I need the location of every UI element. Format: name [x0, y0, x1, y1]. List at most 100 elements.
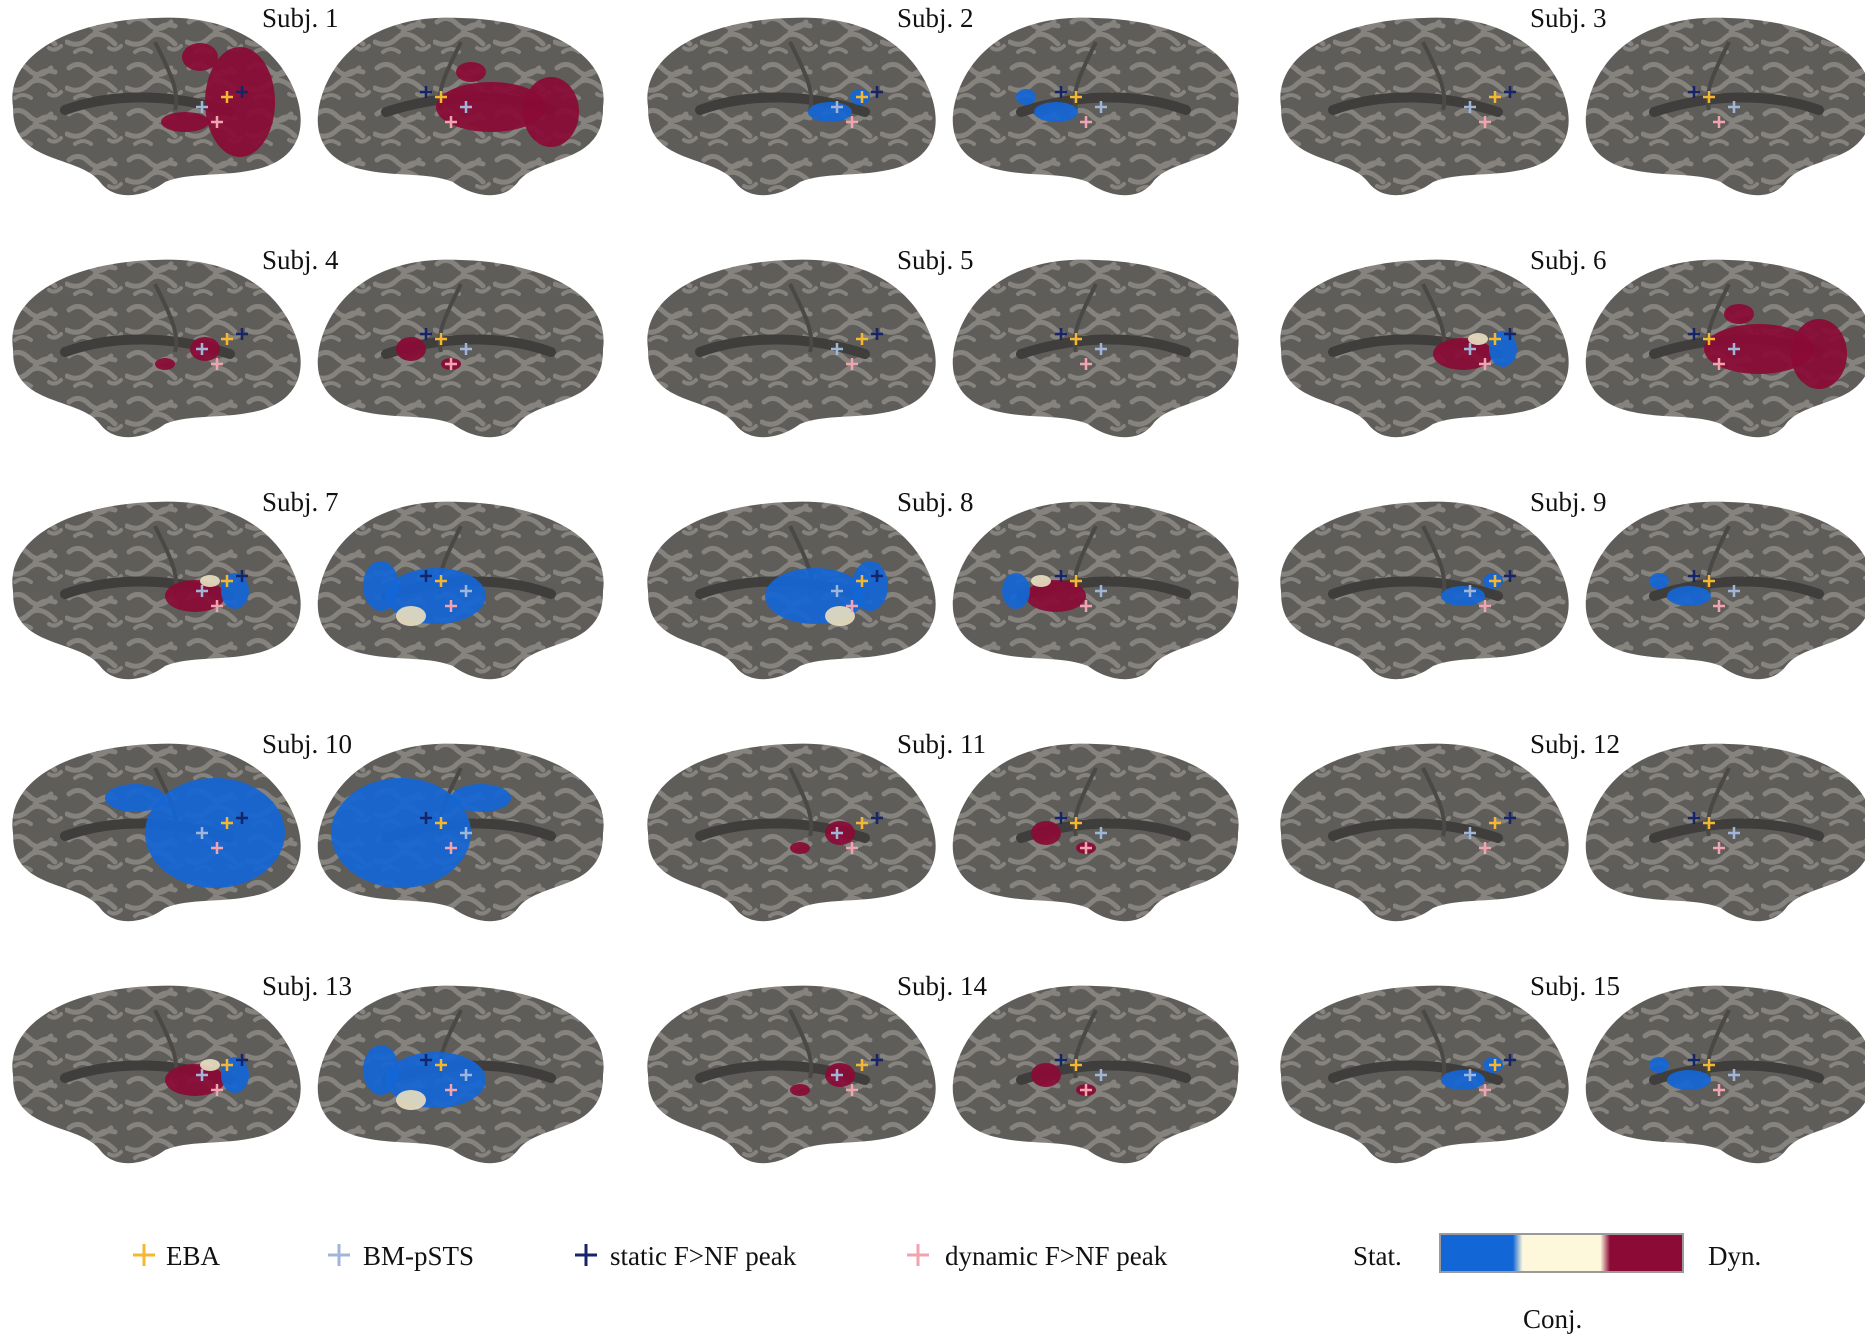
- peak-marker: [445, 842, 457, 854]
- eba-cross-icon: [133, 1244, 155, 1266]
- left-hemisphere: [1280, 986, 1568, 1164]
- peak-marker: [1055, 812, 1067, 824]
- subject-label: Subj. 5: [897, 245, 974, 275]
- peak-marker: [1080, 358, 1092, 370]
- subject-label: Subj. 4: [262, 245, 339, 275]
- subject-label: Subj. 11: [897, 729, 986, 759]
- peak-marker: [236, 812, 248, 824]
- right-hemisphere: [953, 986, 1239, 1164]
- legend-label-bm-psts: BM-pSTS: [363, 1241, 474, 1271]
- activation-blob: [1441, 1070, 1485, 1090]
- peak-marker: [1713, 842, 1725, 854]
- right-hemisphere: [318, 986, 604, 1164]
- subject-label: Subj. 3: [1530, 3, 1607, 33]
- peak-marker: [1688, 812, 1700, 824]
- peak-marker: [211, 358, 223, 370]
- left-hemisphere: [647, 986, 935, 1164]
- peak-marker: [420, 570, 432, 582]
- peak-marker: [435, 817, 447, 829]
- right-hemisphere: [953, 18, 1239, 196]
- colorbar: [1439, 1233, 1684, 1273]
- colorbar-legend: Stat. Dyn. Conj.: [1353, 1233, 1761, 1334]
- peak-marker: [211, 1084, 223, 1096]
- peak-marker: [871, 812, 883, 824]
- activation-blob: [1034, 102, 1078, 122]
- peak-marker: [1055, 328, 1067, 340]
- activation-blob: [1031, 575, 1051, 587]
- peak-marker: [871, 570, 883, 582]
- peak-marker: [445, 600, 457, 612]
- peak-marker: [856, 333, 868, 345]
- peak-marker: [1464, 101, 1476, 113]
- peak-marker: [1504, 1054, 1516, 1066]
- peak-marker: [1479, 1084, 1491, 1096]
- activation-blob: [456, 62, 486, 82]
- peak-marker: [221, 817, 233, 829]
- peak-marker: [196, 1069, 208, 1081]
- peak-marker: [1479, 358, 1491, 370]
- subject-panel: Subj. 14: [647, 971, 1238, 1163]
- peak-marker: [1095, 343, 1107, 355]
- colorbar-bottom-label: Conj.: [1523, 1304, 1582, 1334]
- peak-marker: [460, 827, 472, 839]
- right-hemisphere: [1586, 986, 1865, 1164]
- activation-blob: [1016, 89, 1036, 105]
- peak-marker: [1070, 575, 1082, 587]
- activation-blob: [331, 778, 471, 888]
- peak-marker: [1713, 116, 1725, 128]
- peak-marker: [831, 343, 843, 355]
- peak-marker: [846, 842, 858, 854]
- activation-blob: [396, 606, 426, 626]
- subject-label: Subj. 12: [1530, 729, 1620, 759]
- peak-marker: [1688, 1054, 1700, 1066]
- right-hemisphere: [1586, 502, 1865, 680]
- subject-label: Subj. 13: [262, 971, 352, 1001]
- peak-marker: [460, 343, 472, 355]
- left-hemisphere: [1280, 744, 1568, 922]
- activation-blob: [1704, 324, 1814, 374]
- subject-label: Subj. 14: [897, 971, 988, 1001]
- subject-label: Subj. 6: [1530, 245, 1607, 275]
- colorbar-left-label: Stat.: [1353, 1241, 1402, 1271]
- left-hemisphere: [12, 744, 300, 922]
- subject-label: Subj. 1: [262, 3, 339, 33]
- peak-marker: [1080, 600, 1092, 612]
- peak-marker: [420, 328, 432, 340]
- subject-panel: Subj. 8: [647, 487, 1238, 679]
- legend-item-eba: EBA: [133, 1241, 221, 1271]
- legend-label-dynamic-peak: dynamic F>NF peak: [945, 1241, 1168, 1271]
- peak-marker: [1703, 575, 1715, 587]
- legend-label-eba: EBA: [166, 1241, 221, 1271]
- activation-blob: [1468, 333, 1488, 345]
- activation-blob: [1002, 573, 1030, 609]
- peak-marker: [221, 1059, 233, 1071]
- peak-marker: [1080, 1084, 1092, 1096]
- peak-marker: [420, 812, 432, 824]
- right-hemisphere: [318, 744, 604, 922]
- peak-marker: [856, 91, 868, 103]
- activation-blob: [808, 102, 852, 122]
- peak-marker: [236, 570, 248, 582]
- peak-marker: [1703, 817, 1715, 829]
- peak-marker: [435, 333, 447, 345]
- left-hemisphere: [647, 744, 935, 922]
- activation-blob: [1649, 1057, 1669, 1073]
- subject-panel: Subj. 1: [12, 3, 603, 195]
- activation-blob: [161, 112, 209, 132]
- left-hemisphere: [12, 18, 300, 196]
- left-hemisphere: [12, 260, 300, 438]
- bm-psts-cross-icon: [328, 1244, 350, 1266]
- peak-marker: [1055, 570, 1067, 582]
- peak-marker: [1728, 343, 1740, 355]
- peak-marker: [1703, 1059, 1715, 1071]
- peak-marker: [196, 585, 208, 597]
- right-hemisphere: [1586, 260, 1865, 438]
- peak-marker: [1095, 585, 1107, 597]
- peak-marker: [435, 575, 447, 587]
- subject-label: Subj. 7: [262, 487, 339, 517]
- right-hemisphere: [1586, 18, 1865, 196]
- activation-blob: [1649, 573, 1669, 589]
- activation-blob: [1031, 821, 1061, 845]
- peak-marker: [435, 91, 447, 103]
- peak-marker: [196, 827, 208, 839]
